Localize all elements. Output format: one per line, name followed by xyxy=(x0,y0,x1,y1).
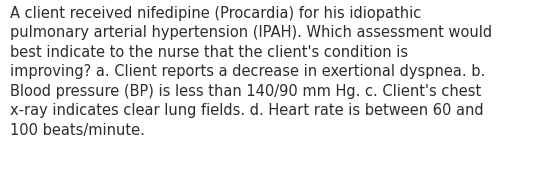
Text: A client received nifedipine (Procardia) for his idiopathic
pulmonary arterial h: A client received nifedipine (Procardia)… xyxy=(10,6,492,138)
